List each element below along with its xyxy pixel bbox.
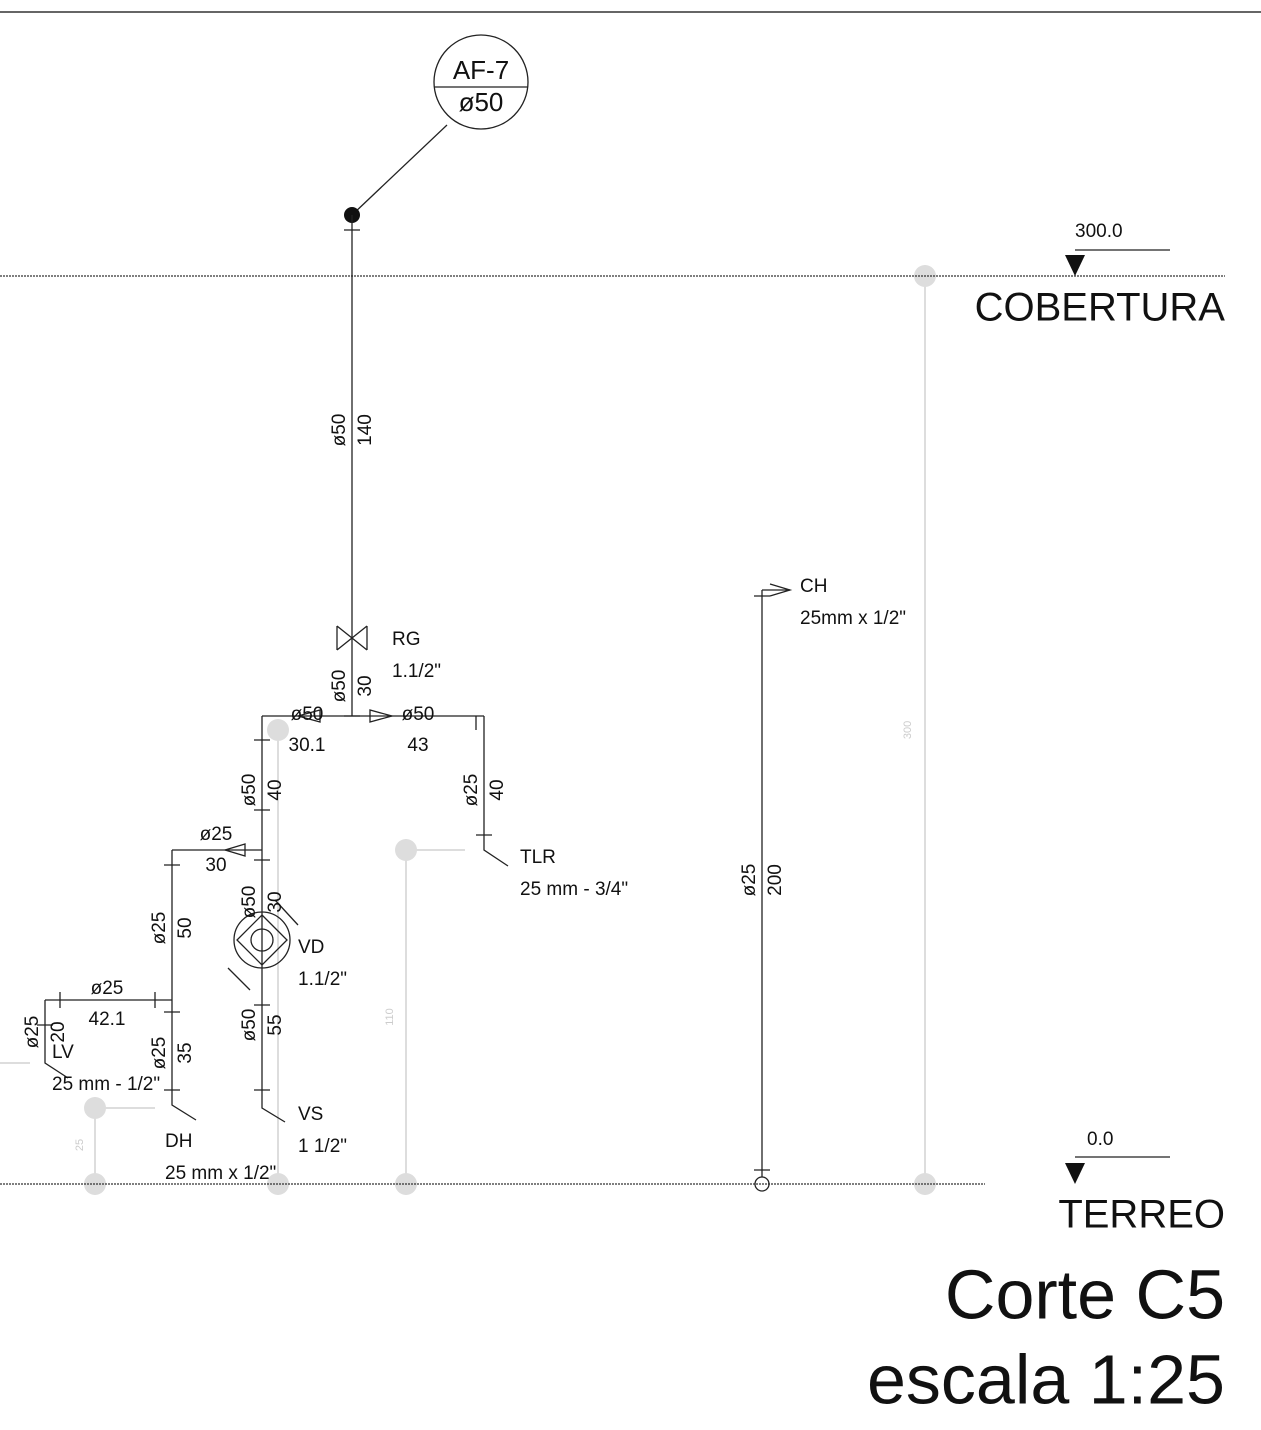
pipes [37, 215, 793, 1192]
pipe-diameter: ø50 [291, 704, 324, 725]
fixture-size: 1.1/2" [298, 969, 347, 990]
tag-code: AF-7 [453, 55, 509, 85]
pipe-length: 43 [407, 735, 428, 756]
pipe-length: 55 [265, 1014, 286, 1035]
gray-references [0, 265, 936, 1195]
fixture-size: 25 mm x 1/2" [165, 1163, 276, 1184]
pipe-diameter: ø25 [149, 912, 170, 945]
pipe-diameter: ø25 [22, 1016, 43, 1049]
dimension: 300 [902, 721, 914, 739]
fixture-size: 25 mm - 3/4" [520, 879, 628, 900]
fixture-name: VD [298, 937, 324, 958]
level-lines [0, 249, 1225, 1185]
pipe-diameter: ø50 [329, 670, 350, 703]
fixture-name: CH [800, 576, 827, 597]
pipe-length: 35 [175, 1042, 196, 1063]
pipe-diameter: ø50 [239, 774, 260, 807]
title: Corte C5 [945, 1255, 1225, 1333]
level-name: TERREO [1058, 1193, 1225, 1237]
fixture-name: LV [52, 1042, 74, 1063]
level-elevation: 0.0 [1087, 1129, 1113, 1150]
level-elevation: 300.0 [1075, 221, 1123, 242]
fixture-name: DH [165, 1131, 192, 1152]
scale: escala 1:25 [867, 1340, 1225, 1418]
tag [344, 34, 529, 223]
pipe-diameter: ø25 [739, 864, 760, 897]
pipe-length: 40 [265, 779, 286, 800]
pipe-diameter: ø25 [149, 1037, 170, 1070]
pipe-length: 50 [175, 917, 196, 938]
fixture-name: VS [298, 1104, 323, 1125]
pipe-diameter: ø25 [461, 774, 482, 807]
level-name: COBERTURA [975, 286, 1226, 330]
pipe-length: 30.1 [289, 735, 326, 756]
pipe-length: 30 [355, 675, 376, 696]
fixture-size: 25 mm - 1/2" [52, 1074, 160, 1095]
pipe-length: 30 [205, 855, 226, 876]
dimension: 25 [74, 1139, 86, 1151]
fixture-name: TLR [520, 847, 556, 868]
pipe-diameter: ø50 [329, 414, 350, 447]
fixture-size: 25mm x 1/2" [800, 608, 906, 629]
pipe-diameter: ø50 [402, 704, 435, 725]
fixture-size: 1.1/2" [392, 661, 441, 682]
pipe-length: 42.1 [89, 1009, 126, 1030]
pipe-length: 200 [765, 864, 786, 896]
tag-diameter: ø50 [459, 87, 504, 117]
pipe-length: 140 [355, 414, 376, 446]
pipe-length: 20 [48, 1021, 69, 1042]
pipe-diameter: ø50 [239, 1009, 260, 1042]
fixture-name: RG [392, 629, 421, 650]
dimension: 110 [384, 1008, 396, 1026]
pipe-diameter: ø50 [239, 886, 260, 919]
pipe-diameter: ø25 [200, 824, 233, 845]
fixture-size: 1 1/2" [298, 1136, 347, 1157]
pipe-length: 30 [265, 891, 286, 912]
pipe-length: 40 [487, 779, 508, 800]
pipe-diameter: ø25 [91, 978, 124, 999]
